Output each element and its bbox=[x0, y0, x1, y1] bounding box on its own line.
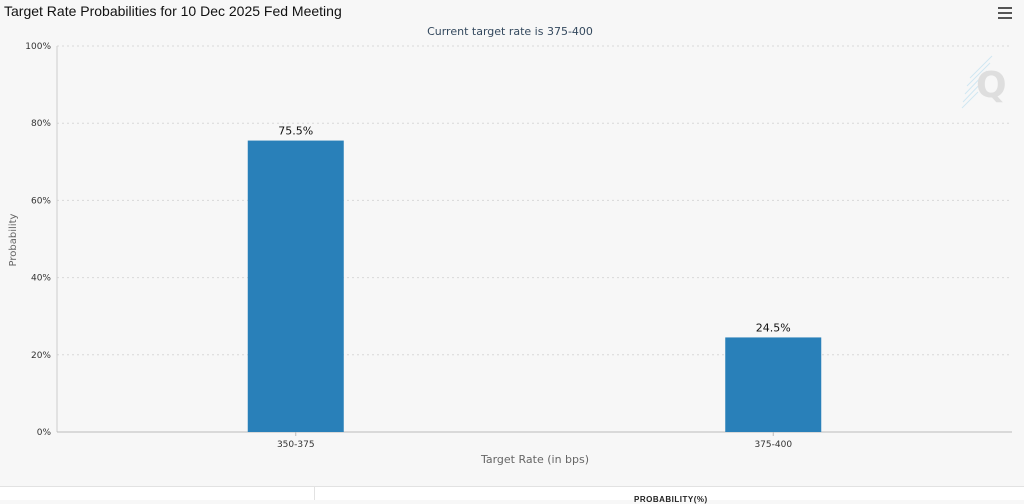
x-axis-ticks: 350-375 375-400 bbox=[277, 432, 792, 450]
grid-lines bbox=[57, 45, 1012, 356]
data-label: 75.5% bbox=[278, 125, 313, 138]
bars: 75.5% 24.5% bbox=[247, 125, 822, 432]
y-tick-label: 20% bbox=[31, 351, 51, 361]
x-tick-label: 375-400 bbox=[754, 440, 792, 450]
table-divider bbox=[314, 487, 315, 500]
probability-table-header: PROBABILITY(%) bbox=[0, 486, 1024, 504]
data-label: 24.5% bbox=[756, 321, 791, 334]
bar-chart: Current target rate is 375-400 0% 20% 40% 6… bbox=[8, 25, 1012, 466]
q-logo-icon: Q bbox=[961, 55, 1007, 109]
x-axis-label: Target Rate (in bps) bbox=[480, 453, 589, 466]
bar-375-400[interactable] bbox=[725, 337, 822, 432]
x-tick-label: 350-375 bbox=[277, 440, 315, 450]
probability-column-header: PROBABILITY(%) bbox=[634, 495, 708, 504]
y-tick-label: 60% bbox=[31, 196, 51, 206]
svg-text:Q: Q bbox=[976, 65, 1007, 106]
y-tick-label: 80% bbox=[31, 119, 51, 129]
hamburger-menu-icon[interactable] bbox=[998, 7, 1012, 19]
y-tick-label: 100% bbox=[25, 42, 51, 52]
chart-title: Target Rate Probabilities for 10 Dec 202… bbox=[4, 3, 342, 19]
y-tick-label: 40% bbox=[31, 274, 51, 284]
chart-subtitle: Current target rate is 375-400 bbox=[427, 25, 593, 38]
bar-350-375[interactable] bbox=[247, 140, 344, 432]
y-tick-label: 0% bbox=[37, 428, 52, 438]
y-axis-label: Probability bbox=[8, 213, 19, 266]
y-axis-ticks: 0% 20% 40% 60% 80% 100% bbox=[25, 42, 51, 438]
